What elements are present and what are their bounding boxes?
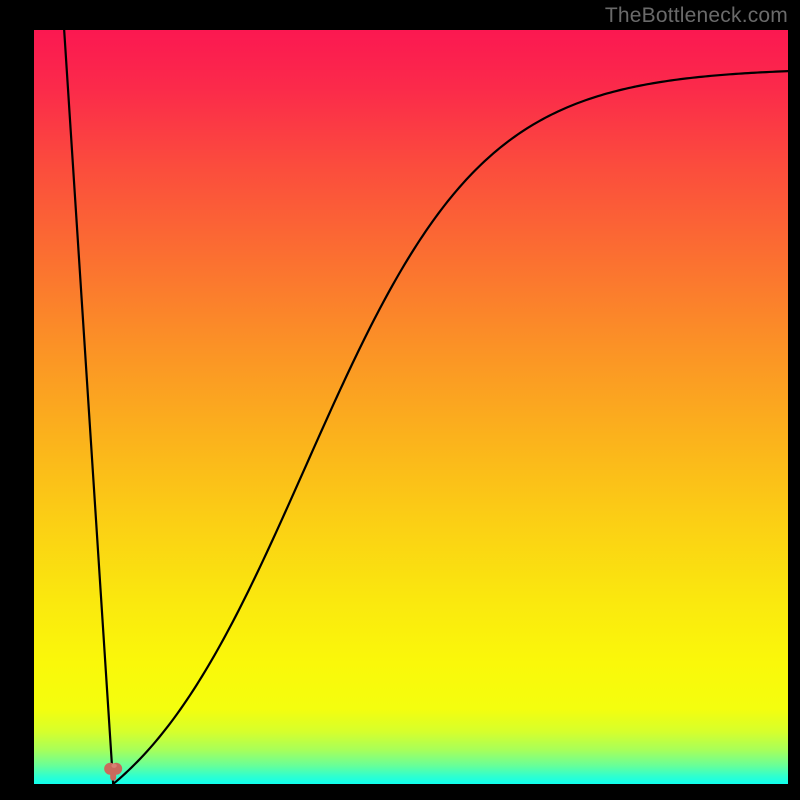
curve-left-branch bbox=[64, 30, 113, 784]
watermark-text: TheBottleneck.com bbox=[605, 4, 788, 28]
curve-right-branch bbox=[113, 71, 788, 784]
plot-area bbox=[34, 30, 788, 784]
bottleneck-curve bbox=[34, 30, 788, 784]
